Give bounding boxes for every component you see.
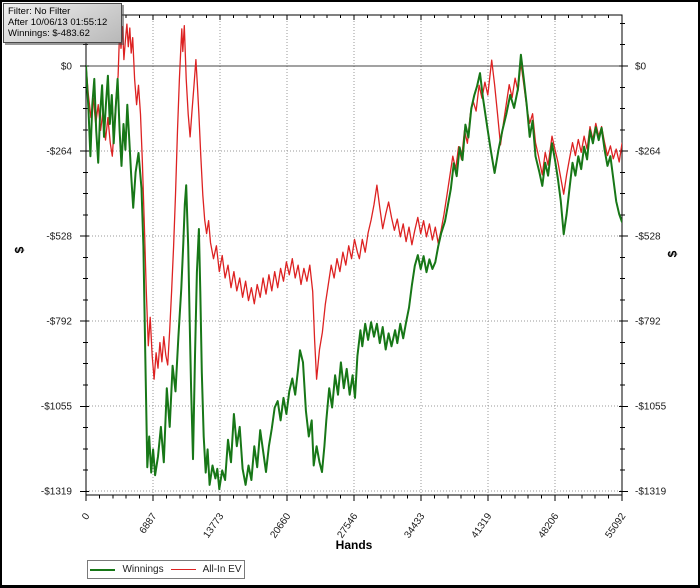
svg-text:-$264: -$264 (46, 147, 72, 158)
allin-ev-line-swatch (170, 569, 196, 570)
svg-text:-$528: -$528 (635, 232, 661, 243)
svg-text:0: 0 (80, 511, 92, 522)
legend: Winnings All-In EV (87, 560, 245, 579)
x-tick-labels: 0 6887 13773 20660 27546 34433 41319 48206 55092 (80, 511, 628, 540)
svg-text:48206: 48206 (536, 511, 561, 540)
svg-text:-$1055: -$1055 (635, 401, 667, 412)
svg-text:-$792: -$792 (46, 317, 72, 328)
x-axis-title: Hands (335, 538, 373, 552)
filter-line: Filter: No Filter (8, 6, 71, 17)
winnings-series-line (86, 53, 622, 491)
legend-label-allin-ev: All-In EV (202, 564, 242, 575)
gridlines (86, 15, 622, 495)
legend-label-winnings: Winnings (122, 564, 164, 575)
after-line: After 10/06/13 01:55:12 (8, 17, 108, 28)
svg-text:-$792: -$792 (635, 317, 661, 328)
svg-text:-$1319: -$1319 (635, 487, 667, 498)
svg-text:20660: 20660 (268, 511, 293, 540)
y-axis-title-left: $ (12, 246, 27, 254)
winnings-line: Winnings: $-483.62 (8, 28, 90, 39)
y-tick-labels-right: $0 -$264 -$528 -$792 -$1055 -$1319 (635, 62, 667, 498)
y-axis-title-right: $ (665, 250, 680, 258)
svg-text:-$1055: -$1055 (41, 401, 73, 412)
svg-text:55092: 55092 (603, 511, 628, 540)
svg-text:34433: 34433 (402, 511, 427, 540)
winnings-line-swatch (90, 568, 116, 571)
svg-text:27546: 27546 (335, 511, 360, 540)
svg-text:$0: $0 (61, 62, 73, 73)
filter-info-box: Filter: No Filter After 10/06/13 01:55:1… (3, 3, 122, 43)
svg-text:-$528: -$528 (46, 232, 72, 243)
svg-text:$0: $0 (635, 62, 647, 73)
svg-text:-$264: -$264 (635, 147, 661, 158)
svg-text:6887: 6887 (138, 511, 160, 536)
svg-text:41319: 41319 (469, 511, 494, 540)
svg-text:13773: 13773 (201, 511, 226, 540)
y-tick-labels-left: $0 -$264 -$528 -$792 -$1055 -$1319 (41, 62, 73, 498)
svg-text:-$1319: -$1319 (41, 487, 73, 498)
